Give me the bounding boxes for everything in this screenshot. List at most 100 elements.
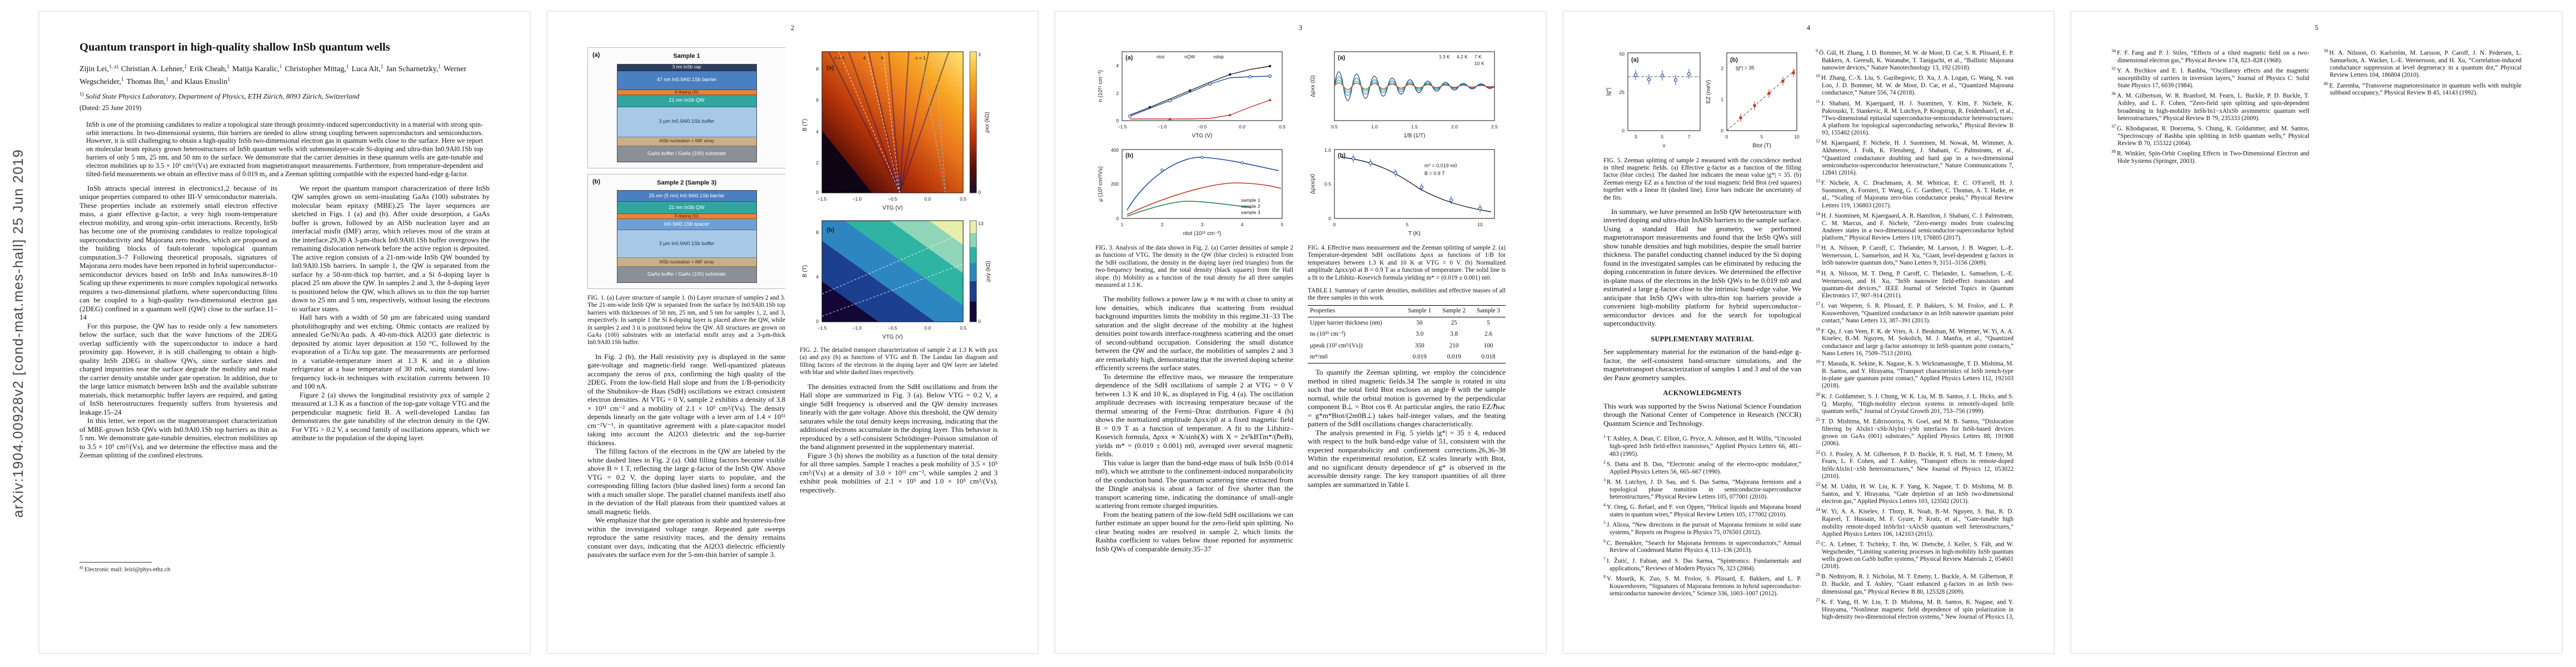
svg-text:−1.0: −1.0 [853,196,862,202]
svg-text:5: 5 [1661,134,1664,140]
svg-text:ν = 2: ν = 2 [834,55,845,61]
svg-text:0: 0 [1328,216,1331,221]
svg-text:ntot: ntot [1157,54,1165,59]
svg-text:200: 200 [1111,181,1119,187]
sample-1-layer-stack: 3 nm InSb cap 47 nm In0.9Al0.1Sb barrier δ… [616,63,757,162]
svg-text:2: 2 [816,160,819,166]
qw-density-markers [1128,74,1272,118]
page2-left-text: In Fig. 2 (b), the Hall resistivity ρxy … [587,352,785,559]
table-1-grid: Properties Sample 1 Sample 2 Sample 3 Up… [1308,305,1506,364]
figure-3b-mobility-plot: (b) sample 1 sample 2 sample 3 0 200 400… [1098,147,1284,237]
figure-2a-colorbar-label: ρxx (kΩ) [984,112,990,133]
svg-text:−0.5: −0.5 [888,325,898,331]
figure-5a-y-label: |g*| [1606,88,1612,96]
svg-text:0.0: 0.0 [924,325,931,331]
svg-text:1.3 K: 1.3 K [1439,54,1450,59]
svg-text:0: 0 [978,318,981,324]
affiliation-marker: 1) [79,91,84,97]
figure-3a-y-ticks: 0 2 4 [1116,63,1119,123]
footnote: a) Electronic mail: leizi@phys.ethz.ch [79,561,277,573]
svg-text:2: 2 [1161,222,1164,227]
svg-text:5: 5 [1406,222,1409,227]
page5-col-left: 34 F. F. Fang and P. J. Stiles, “Effects … [2111,46,2309,620]
figure-3b-letter: (b) [1125,152,1133,159]
hall-plateau-lines [821,232,964,316]
references-page5-left: 34 F. F. Fang and P. J. Stiles, “Effects … [2111,48,2309,165]
references-page5-right: 39 H. A. Nilsson, O. Karlström, M. Larsso… [2324,48,2522,97]
svg-text:4: 4 [816,274,819,280]
table-row: Upper barrier thickness (nm) 50 25 5 [1310,319,1490,326]
svg-text:25: 25 [1620,89,1625,95]
svg-text:400: 400 [1111,147,1119,153]
affiliation: 1) Solid State Physics Laboratory, Depar… [79,91,490,101]
figure-2a-x-label: VTG (V) [883,205,903,211]
page1-col-right: We report the quantum transport characte… [292,184,490,573]
pages-row: Quantum transport in high-quality shallo… [39,11,2562,654]
svg-text:0: 0 [1333,222,1336,227]
figure-4b-mass-fit-plot: (b) m* = 0.019 m0 B = 0.9 T 0 0.5 1.0 Δρ… [1310,147,1495,237]
figure-5b-y-label: EZ (meV) [1706,80,1712,104]
svg-text:6: 6 [816,97,819,103]
page2-right-text: The densities extracted from the SdH osc… [800,382,998,494]
svg-text:0.5: 0.5 [960,325,966,331]
field-annotation: B = 0.9 T [1424,171,1445,176]
page-4: 4 [1563,11,2054,654]
page-5: 5 34 F. F. Fang and P. J. Stiles, “Effect… [2071,11,2562,654]
figure-2a-colormap: ν = 2 4 6 ν = 1 (a) 8 6 4 2 0 B [802,51,990,211]
figure-2-caption: FIG. 2. The detailed transport character… [800,347,998,376]
svg-text:0: 0 [1116,118,1119,123]
figure-4-caption: FIG. 4. Effective mass measurement and t… [1308,245,1506,281]
figure-5a-letter: (a) [1631,57,1639,63]
figure-5a-x-label: ν [1663,143,1666,149]
landau-fan-lines [828,51,950,193]
svg-text:0: 0 [978,190,981,195]
figure-3: (a) ntot nQW ndop 0 2 4 n (10¹¹ cm⁻²) [1095,47,1293,242]
figure-4b-y-ticks: 0 0.5 1.0 [1324,147,1331,221]
page4-columns: (a) 0 25 50 |g*| 3 5 7 ν [1603,46,2014,620]
page-1: Quantum transport in high-quality shallo… [39,11,530,654]
figure-2b-x-label: VTG (V) [883,334,903,340]
figure-3b-legend: sample 1 sample 2 sample 3 [1241,197,1260,215]
page4-col-right: 9 Ö. Gül, H. Zhang, J. D. Bommer, M. W. d… [1816,46,2014,620]
svg-text:10 K: 10 K [1474,61,1484,66]
footnote-marker: a) [79,564,83,570]
svg-text:0: 0 [816,318,819,324]
figure-1a-letter: (a) [592,52,600,58]
arxiv-stamp: arXiv:1904.00928v2 [cond-mat.mes-hall] 2… [2,0,34,667]
svg-text:ν = 1: ν = 1 [915,55,926,61]
page1-col-left: InSb attracts special interest in electr… [79,184,277,573]
footnote-email: Electronic mail: leizi@phys.ethz.ch [84,566,171,573]
table-row: μpeak (10³ cm²/(Vs)) 350 210 100 [1310,342,1493,349]
table-1: TABLE I. Summary of carrier densities, m… [1308,287,1506,364]
svg-text:4.2 K: 4.2 K [1457,54,1468,59]
svg-text:4: 4 [863,55,866,61]
svg-text:50: 50 [1620,51,1625,57]
svg-text:1.0: 1.0 [1371,124,1378,130]
svg-text:−1.5: −1.5 [818,196,827,202]
svg-text:8: 8 [816,66,819,72]
page-2-number: 2 [790,24,795,32]
svg-text:0.5: 0.5 [1324,181,1331,187]
figure-2a-x-ticks: −1.5 −1.0 −0.5 0.0 0.5 [818,196,967,202]
page3-columns: (a) ntot nQW ndop 0 2 4 n (10¹¹ cm⁻²) [1095,46,1506,620]
svg-text:2.0: 2.0 [1451,124,1458,130]
svg-text:10: 10 [1794,134,1800,140]
svg-text:6: 6 [881,55,884,61]
figure-4b-y-label: Δρxx/ρ0 [1310,173,1316,194]
svg-text:0: 0 [1622,128,1625,133]
zeeman-points [1739,71,1795,120]
svg-text:−1.0: −1.0 [1158,124,1167,130]
figure-4b-x-ticks: 0 5 10 [1333,222,1483,227]
svg-text:−0.5: −0.5 [888,196,898,202]
figure-5a-x-ticks: 3 5 7 [1635,134,1691,140]
figure-4a-x-ticks: 0.5 1.0 1.5 2.0 2.5 [1331,124,1498,130]
svg-text:7 K: 7 K [1474,54,1482,59]
figure-1: (a) Sample 1 3 nm InSb cap 47 nm In0.9Al0… [587,47,785,289]
svg-text:ndop: ndop [1213,54,1224,59]
page3-right-text: To quantify the Zeeman splitting, we emp… [1308,368,1506,489]
figure-3b-x-label: ntot (10¹¹ cm⁻²) [1183,231,1222,237]
page4-col-left: (a) 0 25 50 |g*| 3 5 7 ν [1603,46,1801,620]
figure-4a-sdh-plot: (a) 1.3 K 4.2 K 7 K 10 K Δρxx (Ω) 0.5 1.… [1310,51,1498,139]
svg-text:3: 3 [1201,222,1204,227]
dated-line: (Dated: 25 June 2019) [79,103,142,112]
